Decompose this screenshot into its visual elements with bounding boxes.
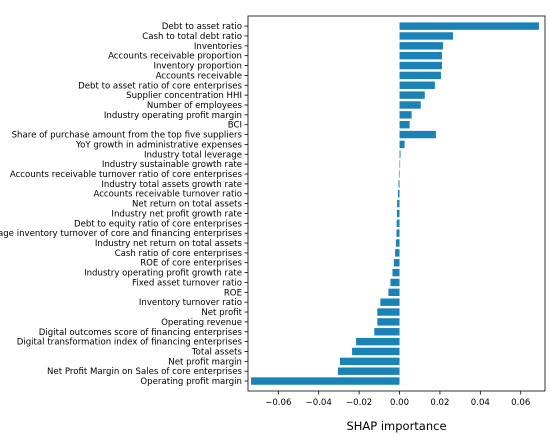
- bar: [393, 259, 400, 267]
- bar: [352, 347, 400, 356]
- bar: [399, 130, 436, 139]
- category-label: Supplier concentration HHI: [126, 91, 242, 101]
- bar: [399, 160, 401, 168]
- bar: [399, 51, 442, 60]
- bar: [388, 288, 400, 297]
- category-label: Industry total leverage: [144, 150, 242, 160]
- bar: [399, 61, 442, 70]
- bar: [399, 101, 421, 109]
- bar: [392, 268, 400, 277]
- category-label: Cash to total debt ratio: [142, 32, 242, 42]
- category-label: Inventories: [194, 42, 243, 52]
- category-label: Total assets: [191, 347, 243, 357]
- bar: [377, 308, 400, 316]
- bar: [396, 229, 400, 237]
- bar: [398, 170, 400, 178]
- category-label: Fixed asset turnover ratio: [132, 278, 242, 288]
- bar: [356, 337, 400, 346]
- category-label: ROE: [224, 288, 242, 298]
- category-label: Debt to asset ratio: [162, 22, 242, 32]
- plot-frame: [247, 15, 546, 392]
- bar: [380, 298, 400, 306]
- bar: [251, 377, 400, 385]
- x-tick-label: 0.02: [430, 398, 449, 408]
- category-label: Digital outcomes score of financing ente…: [39, 328, 243, 338]
- bar: [399, 150, 401, 158]
- bar: [399, 81, 435, 89]
- bar: [390, 278, 400, 287]
- category-label: Operating profit margin: [140, 377, 242, 387]
- x-tick-label: 0.06: [511, 398, 530, 408]
- category-label: Number of employees: [147, 101, 243, 111]
- category-label: Accounts receivable turnover ratio: [93, 190, 242, 200]
- category-label: Accounts receivable proportion: [108, 52, 242, 62]
- bar: [399, 140, 405, 149]
- category-label: Debt to asset ratio of core enterprises: [78, 81, 242, 91]
- x-tick-label: −0.06: [265, 398, 291, 408]
- bar: [377, 318, 400, 326]
- x-tick-label: 0.00: [390, 398, 409, 408]
- bar: [395, 249, 400, 257]
- category-label: Industry operating profit growth rate: [84, 269, 242, 279]
- bar: [396, 219, 400, 227]
- bar: [337, 367, 400, 375]
- category-label: Net return on total assets: [132, 200, 243, 210]
- bar: [397, 199, 400, 208]
- category-label: Digital transformation index of financin…: [17, 338, 243, 348]
- category-label: Net Profit Margin on Sales of core enter…: [47, 367, 243, 377]
- bar: [399, 22, 539, 30]
- bar: [374, 328, 400, 336]
- category-label: Industry total assets growth rate: [101, 180, 242, 190]
- category-label: BCI: [228, 121, 242, 131]
- category-label: Accounts receivable turnover ratio of co…: [10, 170, 243, 180]
- category-label: Inventory turnover ratio: [139, 298, 242, 308]
- bar: [399, 71, 441, 80]
- category-label: Industry net profit growth rate: [111, 209, 242, 219]
- category-label: Debt to equity ratio of core enterprises: [74, 219, 243, 229]
- x-tick-label: −0.04: [306, 398, 332, 408]
- category-label: Industry sustainable growth rate: [102, 160, 242, 170]
- bar: [397, 190, 400, 198]
- bar: [339, 357, 400, 366]
- category-label: Industry net return on total assets: [95, 239, 243, 249]
- bars-group: [251, 22, 539, 385]
- category-label: Average inventory turnover of core and f…: [0, 229, 243, 239]
- category-label: Accounts receivable: [156, 71, 242, 81]
- bar: [399, 91, 425, 99]
- bar: [399, 42, 443, 50]
- bar: [395, 239, 400, 247]
- bar: [399, 111, 412, 119]
- category-label: ROE of core enterprises: [140, 259, 242, 269]
- bar: [396, 209, 400, 218]
- x-ticks-group: −0.06 −0.04 −0.02 0.00 0.02 0.04 0.06: [265, 391, 530, 408]
- category-label: Cash ratio of core enterprises: [115, 249, 243, 259]
- category-label: Inventory proportion: [153, 62, 242, 72]
- x-tick-label: −0.02: [346, 398, 372, 408]
- x-axis-title: SHAP importance: [346, 419, 446, 433]
- category-label: YoY growth in administrative expenses: [75, 140, 243, 150]
- bar: [398, 180, 400, 188]
- bar: [399, 121, 410, 129]
- x-tick-label: 0.04: [471, 398, 490, 408]
- category-label: Industry operating profit margin: [104, 111, 242, 121]
- category-label: Net profit: [201, 308, 242, 318]
- category-label: Share of purchase amount from the top fi…: [12, 131, 243, 141]
- bar: [399, 32, 454, 40]
- category-label: Net profit margin: [168, 357, 242, 367]
- category-label: Operating revenue: [161, 318, 242, 328]
